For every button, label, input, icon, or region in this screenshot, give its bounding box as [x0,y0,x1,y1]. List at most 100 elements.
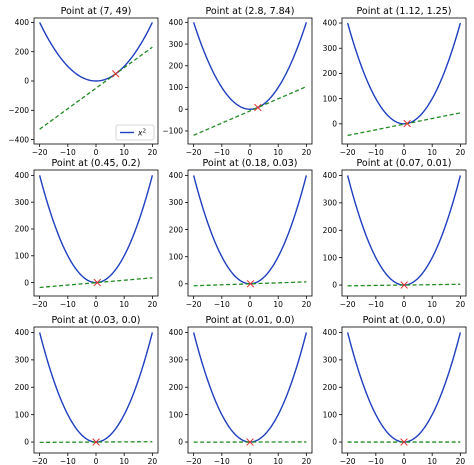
x-tick-label: −10 [60,300,76,309]
axes-frame [33,169,159,297]
plot-area [39,22,153,130]
y-tick-label: 400 [323,328,338,337]
y-tick-label: 0 [178,280,183,289]
x-tick-label: 0 [402,457,407,465]
y-tick-label: 100 [169,83,184,92]
y-tick-label: 200 [15,383,30,392]
plot-area [192,175,308,288]
y-tick-label: 0 [332,438,337,447]
axes-frame [341,169,467,297]
x-tick-label: 20 [148,457,158,465]
subplot-title: Point at (0.01, 0.0) [206,315,295,326]
y-tick-label: 0 [332,281,337,290]
x-tick-label: 20 [456,300,466,309]
x-tick-label: −20 [186,300,202,309]
y-tick-label: 200 [323,226,338,235]
point-marker [400,438,408,446]
y-tick-label: 100 [323,94,338,103]
subplot-title: Point at (1.12, 1.25) [357,6,452,17]
y-tick-label: 400 [169,171,184,180]
x-tick-label: 10 [119,457,129,465]
y-tick-label: 100 [323,410,338,419]
y-tick-label: 200 [169,225,184,234]
x-tick-label: 0 [402,148,407,157]
point-marker [400,281,408,289]
y-tick-label: 300 [15,198,30,207]
x-tick-label: 20 [302,457,312,465]
x-tick-label: 0 [94,457,99,465]
subplot-title: Point at (0.45, 0.2) [52,158,141,169]
x-tick-label: 10 [273,148,283,157]
tangent-line [39,46,153,130]
x-tick-label: −10 [214,148,230,157]
parabola-line [346,22,462,125]
y-tick-label: 400 [15,328,30,337]
subplot-title: Point at (0.0, 0.0) [363,315,446,326]
x-tick-label: 0 [248,457,253,465]
plot-area [346,175,462,289]
parabola-line [192,332,308,443]
legend: x2 [115,124,155,141]
subplot-1: −20 −10 0 10 20 −400 −200 0 200 400 Point at (7, 4… [8,6,159,157]
x-tick-label: 0 [94,148,99,157]
plot-area [38,175,154,289]
plot-area [346,332,462,446]
parabola-line [39,22,153,82]
y-tick-label: 200 [15,47,30,56]
y-tick-label: 200 [169,383,184,392]
y-tick-label: 200 [169,61,184,70]
y-tick-label: 100 [169,410,184,419]
tangent-line [347,283,461,287]
y-tick-label: 100 [169,252,184,261]
subplot-title: Point at (2.8, 7.84) [206,6,295,17]
y-tick-label: 400 [323,171,338,180]
x-tick-label: −10 [368,300,384,309]
y-tick-label: −200 [8,106,29,115]
x-tick-label: 20 [302,148,312,157]
point-marker [246,280,255,288]
x-tick-label: −10 [368,148,384,157]
y-tick-label: 400 [323,19,338,28]
y-tick-label: 300 [169,356,184,365]
plot-area [192,22,308,136]
y-tick-label: 200 [323,383,338,392]
y-tick-label: 100 [15,410,30,419]
tangent-line [193,281,307,287]
y-tick-label: 0 [178,438,183,447]
x-tick-label: 20 [148,300,158,309]
subplot-title: Point at (0.18, 0.03) [203,158,298,169]
plot-area [192,332,308,446]
x-tick-label: −20 [32,457,48,465]
x-tick-label: −10 [60,457,76,465]
tangent-line [193,86,307,136]
y-tick-label: 300 [169,40,184,49]
x-tick-label: 20 [148,148,158,157]
y-tick-label: 100 [15,251,30,260]
legend-box [115,124,155,141]
tangent-line [39,441,153,444]
x-tick-label: −10 [214,300,230,309]
point-marker [93,278,102,287]
x-tick-label: −10 [368,457,384,465]
x-tick-label: 0 [402,300,407,309]
x-tick-label: 10 [427,300,437,309]
x-tick-label: −20 [340,457,356,465]
y-tick-label: 100 [323,253,338,262]
x-tick-label: 20 [456,148,466,157]
x-tick-label: −10 [60,148,76,157]
x-tick-label: −20 [186,148,202,157]
point-marker [111,70,120,78]
y-tick-label: −400 [8,135,29,144]
x-tick-label: 0 [248,148,253,157]
point-marker [254,103,262,112]
x-tick-label: 20 [456,457,466,465]
y-tick-label: 0 [24,77,29,86]
y-tick-label: 300 [169,198,184,207]
point-marker [246,438,254,446]
parabola-line [192,22,308,110]
